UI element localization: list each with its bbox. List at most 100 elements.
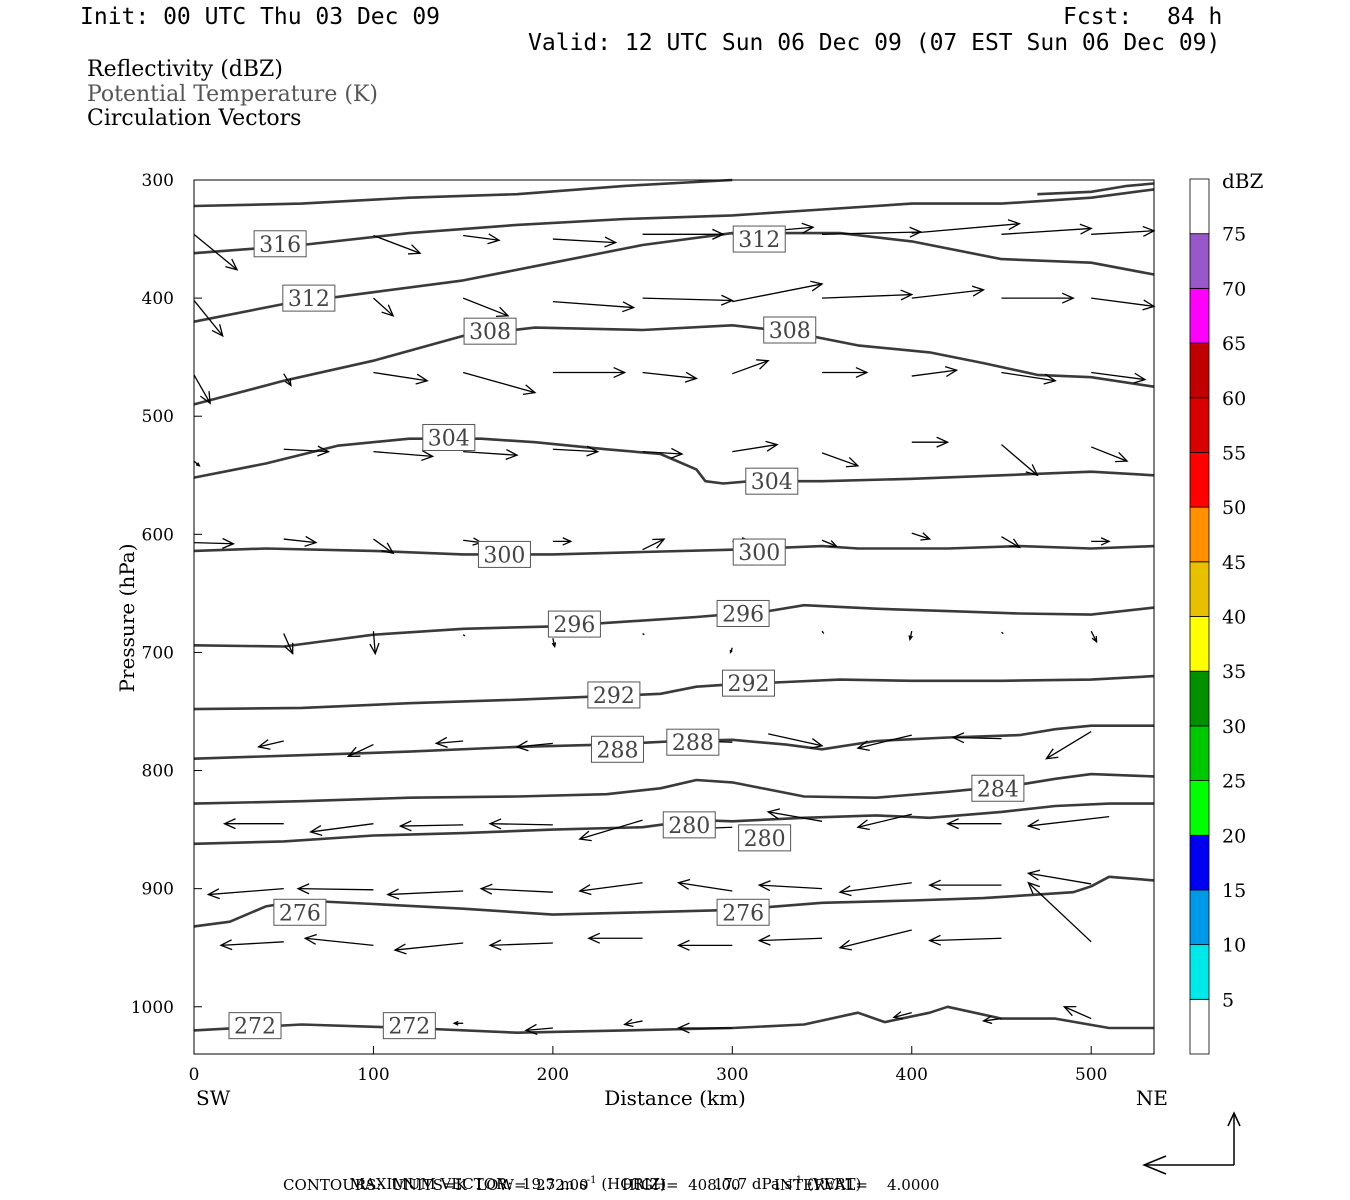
y-axis: 300 400 500 600 700 800 900 1000 bbox=[131, 171, 202, 1018]
contour-label: 300 bbox=[477, 540, 531, 568]
contour-label: 288 bbox=[590, 735, 644, 763]
valid-time: Valid: 12 UTC Sun 06 Dec 09 (07 EST Sun … bbox=[528, 30, 1221, 56]
y-axis-title: Pressure (hPa) bbox=[115, 544, 139, 693]
x-tick-label: 200 bbox=[537, 1065, 569, 1085]
circulation-vector bbox=[1091, 297, 1156, 311]
colorbar-level-label: 55 bbox=[1222, 442, 1246, 464]
colorbar-swatch bbox=[1189, 342, 1210, 399]
circulation-vector bbox=[642, 371, 699, 383]
y-tick-label: 1000 bbox=[131, 998, 174, 1018]
x-end-label-ne: NE bbox=[1136, 1086, 1168, 1110]
circulation-vector bbox=[1026, 815, 1110, 831]
circulation-vector bbox=[479, 883, 553, 895]
svg-text:276: 276 bbox=[279, 901, 321, 926]
theta-contour-288-4 bbox=[193, 724, 1154, 760]
theta-contour-316-11 bbox=[193, 188, 1155, 255]
circulation-vector bbox=[222, 818, 284, 830]
colorbar-level-label: 25 bbox=[1222, 771, 1246, 793]
circulation-vector bbox=[1044, 731, 1092, 760]
colorbar-level-label: 45 bbox=[1222, 552, 1246, 574]
x-tick-label: 400 bbox=[896, 1065, 928, 1085]
circulation-vector bbox=[206, 888, 284, 900]
svg-text:288: 288 bbox=[672, 731, 714, 756]
colorbar-level-label: 5 bbox=[1222, 989, 1234, 1011]
circulation-vector bbox=[386, 888, 464, 900]
contour-label: 284 bbox=[971, 774, 1025, 802]
x-tick-label: 300 bbox=[716, 1065, 748, 1085]
svg-text:296: 296 bbox=[553, 613, 595, 638]
circulation-vector bbox=[346, 743, 374, 758]
circulation-vector bbox=[552, 301, 636, 313]
circulation-vector bbox=[642, 447, 684, 459]
circulation-vector bbox=[452, 1020, 464, 1026]
circulation-vector bbox=[642, 228, 725, 240]
circulation-vector bbox=[822, 289, 914, 301]
colorbar-level-label: 75 bbox=[1222, 224, 1246, 246]
forecast-hour: 84 h bbox=[1167, 4, 1223, 30]
circulation-vector bbox=[1091, 537, 1111, 546]
circulation-vector bbox=[1091, 371, 1147, 384]
circulation-vector bbox=[856, 734, 912, 751]
circulation-vector bbox=[676, 1022, 733, 1034]
colorbar: 5 10 15 20 25 30 35 40 45 50 55 60 65 70 75 bbox=[1189, 178, 1246, 1055]
svg-text:272: 272 bbox=[388, 1015, 430, 1040]
circulation-vector bbox=[757, 934, 823, 946]
contour-label: 296 bbox=[547, 610, 601, 638]
circulation-vector bbox=[578, 819, 643, 842]
svg-text:292: 292 bbox=[727, 672, 769, 697]
circulation-vector bbox=[488, 939, 553, 951]
y-tick-label: 300 bbox=[142, 171, 174, 191]
colorbar-level-label: 65 bbox=[1222, 333, 1246, 355]
circulation-vector bbox=[193, 233, 239, 271]
circulation-vector bbox=[766, 808, 823, 822]
circulation-vector bbox=[1001, 292, 1075, 304]
colorbar-level-label: 35 bbox=[1222, 661, 1246, 683]
circulation-vector bbox=[488, 818, 553, 830]
svg-text:276: 276 bbox=[722, 901, 764, 926]
circulation-vector bbox=[463, 233, 501, 245]
colorbar-swatch bbox=[1189, 889, 1210, 946]
x-tick-label: 100 bbox=[357, 1065, 389, 1085]
colorbar-level-label: 40 bbox=[1222, 607, 1246, 629]
circulation-vector bbox=[1090, 446, 1129, 463]
svg-text:300: 300 bbox=[483, 543, 525, 568]
circulation-vector bbox=[676, 878, 733, 892]
circulation-vector bbox=[856, 813, 912, 831]
theta-contours bbox=[193, 178, 1155, 1034]
svg-text:280: 280 bbox=[744, 827, 786, 852]
svg-text:300: 300 bbox=[738, 541, 780, 566]
svg-text:316: 316 bbox=[259, 233, 301, 258]
theta-contour-292-5 bbox=[193, 674, 1155, 711]
circulation-vector bbox=[838, 929, 912, 951]
svg-text:312: 312 bbox=[738, 228, 780, 253]
contour-label: 272 bbox=[382, 1012, 436, 1040]
contour-label: 288 bbox=[666, 728, 720, 756]
circulation-vector bbox=[946, 818, 1002, 830]
circulation-vector bbox=[373, 449, 435, 462]
circulation-vector bbox=[219, 939, 284, 951]
theta-contour-308-9 bbox=[193, 323, 1155, 406]
circulation-vector bbox=[642, 538, 666, 551]
x-axis-title: Distance (km) bbox=[604, 1086, 746, 1110]
colorbar-swatch bbox=[1189, 944, 1210, 1000]
circulation-vector bbox=[283, 373, 292, 387]
circulation-vector bbox=[193, 537, 236, 549]
footer-contours: CONTOURS: UNITS=K LOW= 272.00 HIGH= 408.… bbox=[283, 1176, 940, 1194]
colorbar-swatch bbox=[1189, 506, 1210, 563]
colorbar-swatch bbox=[1189, 452, 1210, 508]
circulation-vector bbox=[981, 1015, 1002, 1025]
circulation-vector bbox=[309, 823, 374, 837]
contour-label: 276 bbox=[716, 898, 770, 926]
colorbar-level-label: 50 bbox=[1222, 497, 1246, 519]
circulation-vector bbox=[551, 638, 557, 649]
svg-text:308: 308 bbox=[769, 319, 811, 344]
contour-label: 308 bbox=[763, 316, 817, 344]
contour-label: 280 bbox=[662, 811, 716, 839]
colorbar-level-label: 15 bbox=[1222, 880, 1246, 902]
colorbar-swatch bbox=[1189, 834, 1210, 891]
svg-text:304: 304 bbox=[751, 470, 793, 495]
legend-potential-temperature: Potential Temperature (K) bbox=[87, 82, 378, 107]
forecast-label: Fcst: bbox=[1063, 4, 1133, 30]
circulation-vector bbox=[732, 280, 824, 303]
circulation-vector bbox=[373, 234, 422, 255]
